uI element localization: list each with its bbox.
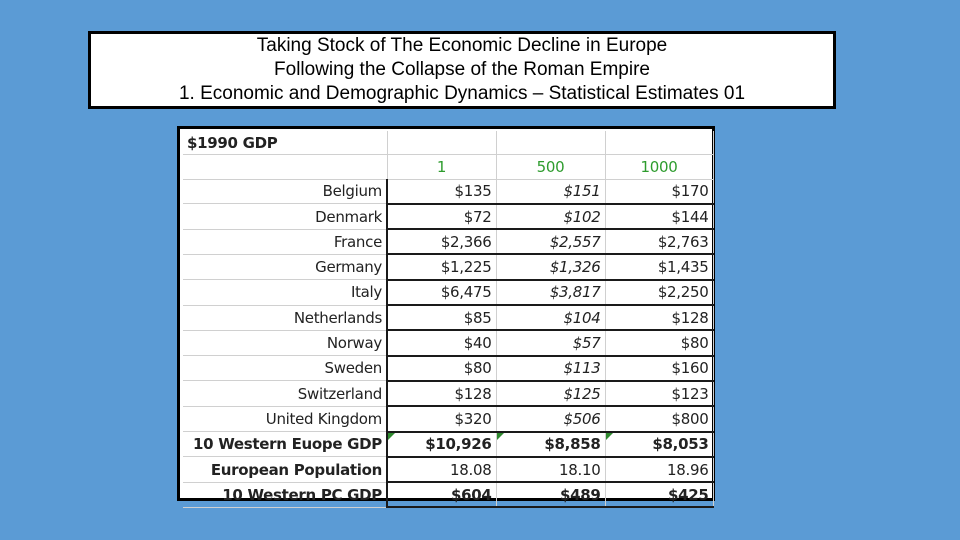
country-label: Sweden <box>183 355 388 382</box>
country-label: Netherlands <box>183 305 388 331</box>
gdp-table: $1990 GDP 1 500 1000 Belgium $135 $151 $… <box>183 131 714 509</box>
gdp-cell: $3,817 <box>496 279 606 307</box>
total-gdp-label: 10 Western Euope GDP <box>183 431 388 458</box>
population-cell: 18.08 <box>386 456 497 484</box>
gdp-cell: $2,250 <box>605 279 714 307</box>
gdp-cell: $320 <box>386 406 497 433</box>
title-line-3: 1. Economic and Demographic Dynamics – S… <box>178 83 746 104</box>
gdp-cell: $40 <box>386 330 497 357</box>
population-cell: 18.96 <box>605 456 714 484</box>
table-row: Netherlands $85 $104 $128 <box>183 305 714 332</box>
gdp-cell: $2,366 <box>386 229 497 256</box>
gdp-cell: $80 <box>605 330 714 357</box>
pc-gdp-cell: $604 <box>386 482 497 509</box>
gdp-cell: $104 <box>496 305 606 332</box>
gdp-cell: $6,475 <box>386 279 497 307</box>
pc-gdp-cell: $425 <box>605 482 714 509</box>
country-label: Norway <box>183 330 388 357</box>
gdp-cell: $113 <box>496 355 606 382</box>
table-corner-label: $1990 GDP <box>183 131 388 156</box>
gdp-cell: $135 <box>386 179 497 205</box>
table-row: Germany $1,225 $1,326 $1,435 <box>183 254 714 281</box>
table-row: France $2,366 $2,557 $2,763 <box>183 229 714 256</box>
country-label: United Kingdom <box>183 406 388 433</box>
pc-gdp-row: 10 Western PC GDP $604 $489 $425 <box>183 482 714 509</box>
gdp-cell: $85 <box>386 305 497 332</box>
total-gdp-cell: $8,858 <box>496 431 606 458</box>
gdp-cell: $57 <box>496 330 606 357</box>
table-row: Denmark $72 $102 $144 <box>183 203 714 231</box>
country-label: Germany <box>183 254 388 281</box>
country-label: Italy <box>183 279 388 306</box>
gdp-cell: $123 <box>605 380 714 408</box>
gdp-cell: $170 <box>605 179 714 205</box>
population-label: European Population <box>183 456 388 483</box>
year-header-row: 1 500 1000 <box>183 154 714 180</box>
gdp-cell: $128 <box>386 380 497 408</box>
table-row: United Kingdom $320 $506 $800 <box>183 406 714 433</box>
country-label: Denmark <box>183 203 388 230</box>
gdp-cell: $506 <box>496 406 606 433</box>
total-gdp-row: 10 Western Euope GDP $10,926 $8,858 $8,0… <box>183 431 714 458</box>
population-row: European Population 18.08 18.10 18.96 <box>183 456 714 484</box>
gdp-cell: $125 <box>496 380 606 408</box>
gdp-cell: $800 <box>605 406 714 433</box>
table-row: Sweden $80 $113 $160 <box>183 355 714 382</box>
title-box: Taking Stock of The Economic Decline in … <box>88 31 836 109</box>
gdp-cell: $1,435 <box>605 254 714 281</box>
spreadsheet-image: $1990 GDP 1 500 1000 Belgium $135 $151 $… <box>177 126 715 509</box>
gdp-cell: $128 <box>605 305 714 332</box>
gdp-cell: $102 <box>496 203 606 231</box>
pc-gdp-cell: $489 <box>496 482 606 509</box>
table-header-row: $1990 GDP <box>183 131 714 156</box>
gdp-cell: $2,557 <box>496 229 606 256</box>
gdp-cell: $1,326 <box>496 254 606 281</box>
gdp-cell: $144 <box>605 203 714 231</box>
table-row: Italy $6,475 $3,817 $2,250 <box>183 279 714 307</box>
year-header: 500 <box>496 154 606 180</box>
gdp-cell: $151 <box>496 179 606 205</box>
year-header: 1 <box>387 154 497 180</box>
gdp-cell: $1,225 <box>386 254 497 281</box>
total-gdp-cell: $8,053 <box>605 431 714 458</box>
title-line-2: Following the Collapse of the Roman Empi… <box>274 59 650 80</box>
gdp-cell: $80 <box>386 355 497 382</box>
gdp-cell: $2,763 <box>605 229 714 256</box>
country-label: France <box>183 229 388 255</box>
year-header: 1000 <box>605 154 714 180</box>
pc-gdp-label: 10 Western PC GDP <box>183 482 388 508</box>
total-gdp-cell: $10,926 <box>386 431 497 458</box>
title-line-1: Taking Stock of The Economic Decline in … <box>256 35 668 56</box>
gdp-cell: $160 <box>605 355 714 382</box>
population-cell: 18.10 <box>496 456 606 484</box>
table-row: Switzerland $128 $125 $123 <box>183 380 714 408</box>
gdp-cell: $72 <box>386 203 497 231</box>
table-row: Belgium $135 $151 $170 <box>183 179 714 205</box>
country-label: Belgium <box>183 179 388 205</box>
country-label: Switzerland <box>183 380 388 407</box>
table-row: Norway $40 $57 $80 <box>183 330 714 357</box>
